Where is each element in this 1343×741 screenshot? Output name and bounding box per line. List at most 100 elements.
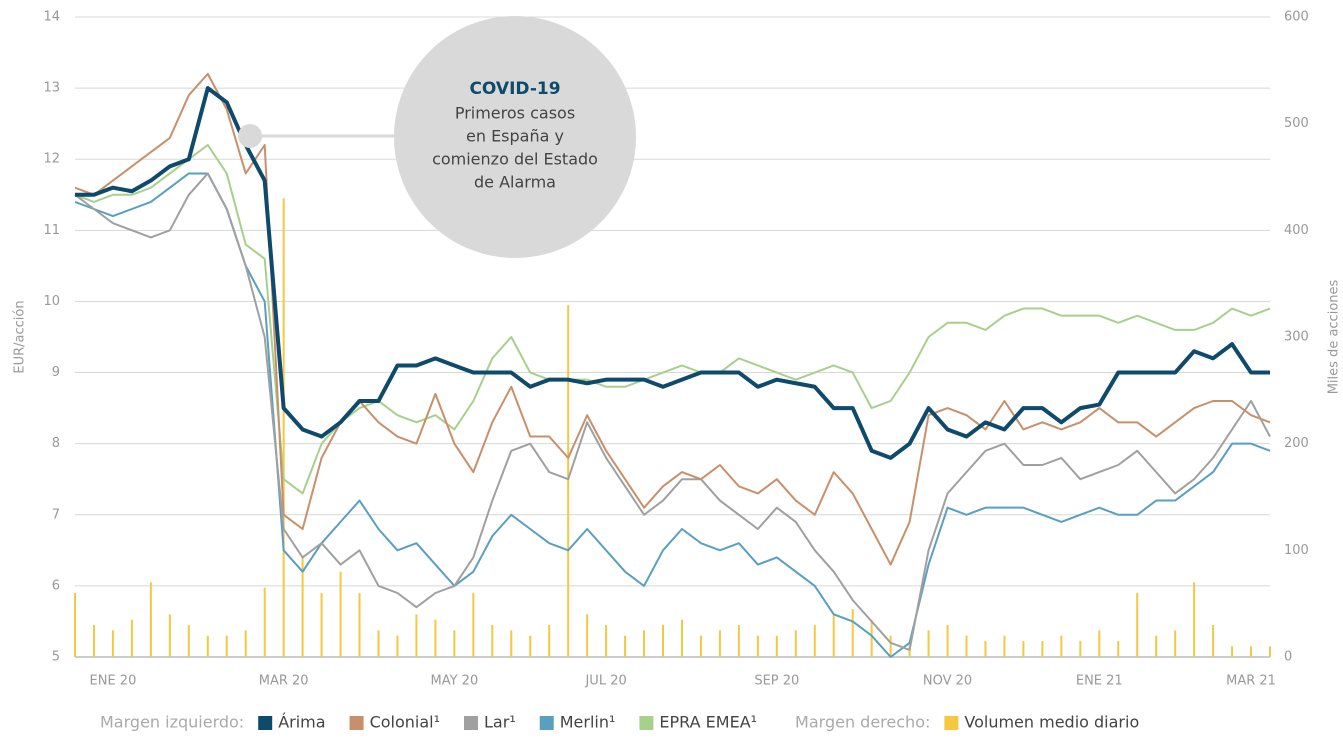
volume-bar — [1231, 646, 1234, 657]
volume-bar — [567, 305, 570, 657]
legend-label: Merlin¹ — [560, 713, 616, 732]
volume-bar — [510, 630, 513, 657]
volume-bar — [984, 641, 987, 657]
volume-bar — [168, 614, 171, 657]
volume-bar — [263, 587, 266, 657]
legend-label: Lar¹ — [484, 713, 516, 732]
volume-bar — [1098, 630, 1101, 657]
x-tick-label: JUL 20 — [584, 674, 626, 689]
y-tick-label: 10 — [43, 294, 60, 309]
y-axis-title: EUR/acción — [13, 300, 28, 373]
y2-tick-label: 400 — [1284, 223, 1309, 238]
volume-bar — [1117, 641, 1120, 657]
series-line — [74, 72, 1271, 566]
volume-bar — [1079, 641, 1082, 657]
volume-bar — [1022, 641, 1025, 657]
volume-bar — [282, 198, 285, 658]
x-tick-label: NOV 20 — [923, 674, 972, 689]
volume-bar — [74, 593, 76, 657]
volume-bar — [1136, 593, 1139, 657]
volume-bar — [415, 614, 418, 657]
y-tick-label: 14 — [43, 10, 60, 25]
legend-swatch — [639, 716, 654, 730]
volume-bar — [1212, 625, 1215, 657]
annotation-text: comienzo del Estado — [432, 150, 598, 169]
y-tick-label: 9 — [52, 365, 60, 380]
volume-bar — [1155, 635, 1158, 657]
volume-bar — [889, 635, 892, 657]
annotation-marker — [238, 124, 262, 148]
legend-swatch — [258, 716, 273, 730]
volume-bar — [1060, 635, 1063, 657]
volume-bar — [1193, 582, 1196, 657]
series-line — [75, 86, 1270, 460]
y2-tick-label: 200 — [1284, 436, 1309, 451]
y-tick-label: 8 — [52, 436, 60, 451]
y2-tick-label: 500 — [1284, 116, 1309, 131]
y-tick-label: 11 — [43, 223, 60, 238]
y2-tick-label: 300 — [1284, 330, 1309, 345]
legend-label: Volumen medio diario — [964, 713, 1139, 732]
volume-bar — [832, 614, 835, 657]
annotation-text: Primeros casos — [455, 104, 575, 123]
x-tick-label: MAR 21 — [1226, 674, 1276, 689]
x-tick-label: ENE 20 — [90, 674, 137, 689]
x-tick-label: SEP 20 — [754, 674, 799, 689]
annotation-text: de Alarma — [474, 173, 556, 192]
volume-bar — [870, 619, 873, 657]
y-tick-label: 13 — [43, 81, 60, 96]
volume-bar — [718, 630, 721, 657]
annotation-bubble — [394, 16, 636, 258]
legend-label: Árima — [278, 713, 325, 732]
volume-bar — [927, 630, 930, 657]
volume-bar — [1269, 646, 1271, 657]
volume-bar — [320, 593, 323, 657]
volume-bar — [92, 625, 95, 657]
y2-axis-title: Miles de acciones — [1327, 279, 1342, 394]
legend-label: Colonial¹ — [370, 713, 440, 732]
volume-bar — [358, 593, 361, 657]
volume-bar — [453, 630, 456, 657]
volume-bar — [225, 635, 228, 657]
volume-bar — [244, 630, 247, 657]
volume-bar — [206, 635, 209, 657]
volume-bar — [756, 635, 759, 657]
x-tick-label: MAR 20 — [259, 674, 309, 689]
volume-bar — [851, 609, 854, 657]
volume-bar — [946, 625, 949, 657]
volume-bar — [737, 625, 740, 657]
volume-bar — [529, 635, 532, 657]
y2-tick-label: 0 — [1284, 650, 1292, 665]
volume-bar — [1003, 635, 1006, 657]
volume-bar — [775, 635, 778, 657]
y-tick-label: 7 — [52, 507, 60, 522]
volume-bar — [396, 635, 399, 657]
volume-bar — [1250, 646, 1253, 657]
volume-bar — [472, 593, 475, 657]
y-tick-label: 6 — [52, 578, 60, 593]
legend-heading: Margen derecho: — [795, 713, 930, 732]
y2-tick-label: 600 — [1284, 10, 1309, 25]
volume-bar — [377, 630, 380, 657]
annotation-title: COVID-19 — [469, 79, 560, 99]
series-line — [74, 144, 1271, 495]
y2-tick-label: 100 — [1284, 543, 1309, 558]
volume-bar — [1174, 630, 1177, 657]
annotation-text: en España y — [466, 127, 564, 146]
x-tick-label: MAY 20 — [431, 674, 479, 689]
volume-bar — [130, 619, 133, 657]
volume-bar — [813, 625, 816, 657]
legend-label: EPRA EMEA¹ — [659, 713, 757, 732]
volume-bar — [301, 555, 304, 657]
legend-swatch — [539, 716, 554, 730]
y-tick-label: 5 — [52, 650, 60, 665]
volume-bar — [624, 635, 627, 657]
volume-bar — [1041, 641, 1044, 657]
volume-bar — [149, 582, 152, 657]
x-tick-label: ENE 21 — [1076, 674, 1123, 689]
volume-bar — [491, 625, 494, 657]
volume-bar — [586, 614, 589, 657]
legend-swatch — [349, 716, 364, 730]
volume-bar — [680, 619, 683, 657]
